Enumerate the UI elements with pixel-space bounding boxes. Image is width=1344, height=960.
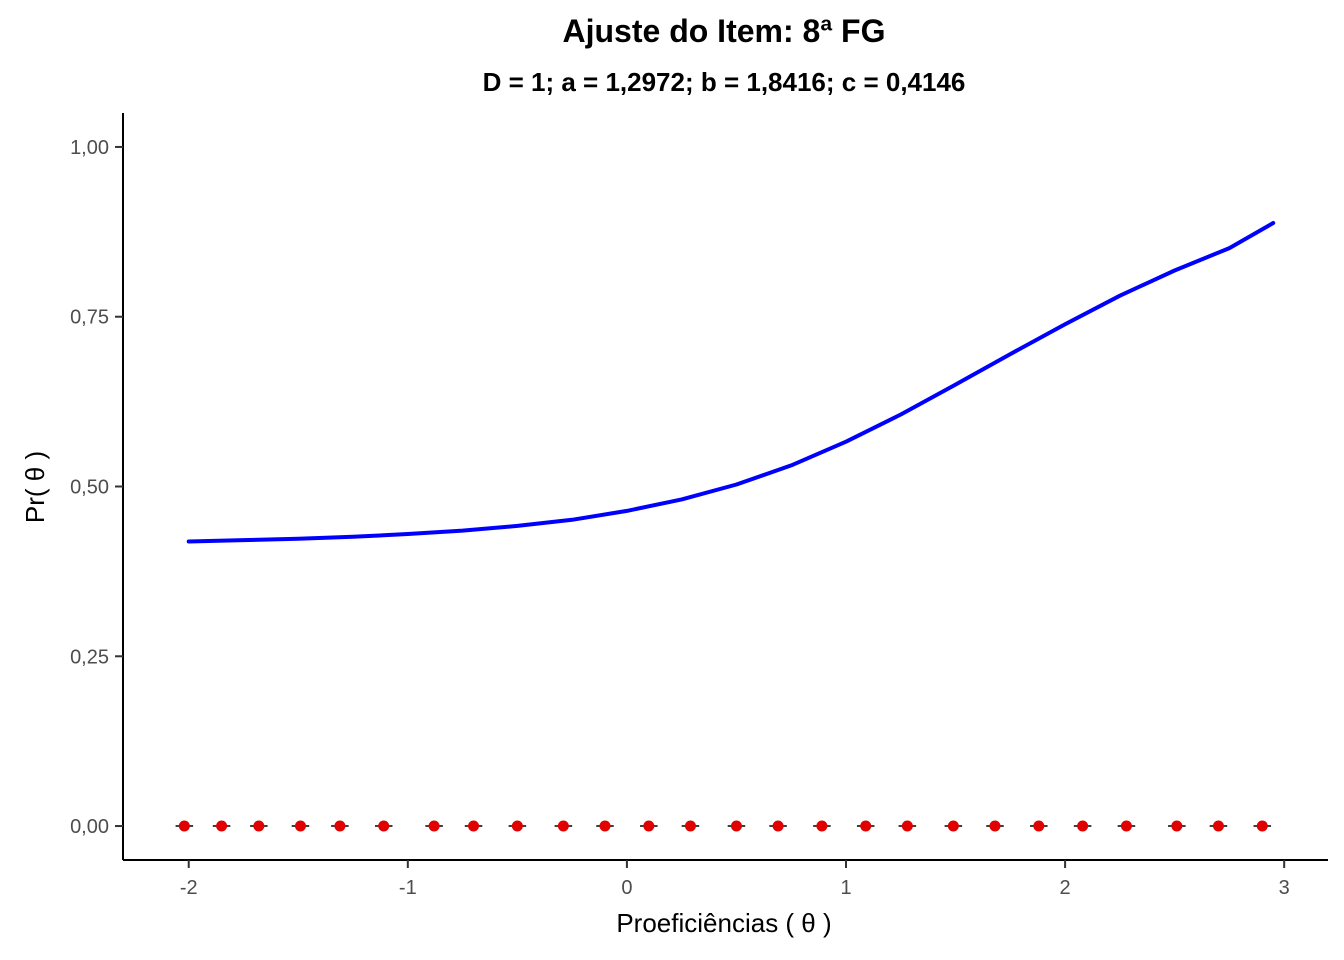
x-tick-label: -1: [399, 877, 417, 899]
x-tick-label: 3: [1279, 877, 1290, 899]
x-tick-label: 0: [621, 877, 632, 899]
data-point: [643, 820, 655, 832]
data-point: [1120, 820, 1132, 832]
x-axis-title: Proeficiências ( θ ): [616, 908, 831, 938]
data-point: [947, 820, 959, 832]
data-point: [253, 820, 265, 832]
data-point: [1171, 820, 1183, 832]
y-tick-label: 0,75: [70, 307, 109, 329]
y-tick-label: 0,50: [70, 477, 109, 499]
data-point: [378, 820, 390, 832]
icc-curve: [186, 221, 1276, 544]
data-point: [989, 820, 1001, 832]
y-tick-label: 0,00: [70, 816, 109, 838]
data-point: [216, 820, 228, 832]
x-tick-label: 1: [840, 877, 851, 899]
data-point: [511, 820, 523, 832]
data-point: [178, 820, 190, 832]
data-point: [816, 820, 828, 832]
chart-title: Ajuste do Item: 8ª FG: [563, 13, 886, 49]
data-point: [428, 820, 440, 832]
y-tick-label: 0,25: [70, 646, 109, 668]
y-axis-title: Pr( θ ): [20, 451, 50, 523]
data-point: [334, 820, 346, 832]
x-tick-label: -2: [180, 877, 198, 899]
data-point: [1256, 820, 1268, 832]
data-point: [901, 820, 913, 832]
chart-subtitle: D = 1; a = 1,2972; b = 1,8416; c = 0,414…: [483, 67, 966, 97]
x-tick-label: 2: [1060, 877, 1071, 899]
data-point: [1212, 820, 1224, 832]
data-point: [557, 820, 569, 832]
data-point: [294, 820, 306, 832]
data-point: [772, 820, 784, 832]
data-point: [1077, 820, 1089, 832]
y-tick-label: 1,00: [70, 137, 109, 159]
data-point: [730, 820, 742, 832]
data-point: [860, 820, 872, 832]
data-point: [599, 820, 611, 832]
data-point: [684, 820, 696, 832]
data-point: [1033, 820, 1045, 832]
plot-area: -2 -1 0 1 2 3 0,00 0,25 0,50 0,75 1,00: [70, 113, 1328, 899]
data-point: [468, 820, 480, 832]
